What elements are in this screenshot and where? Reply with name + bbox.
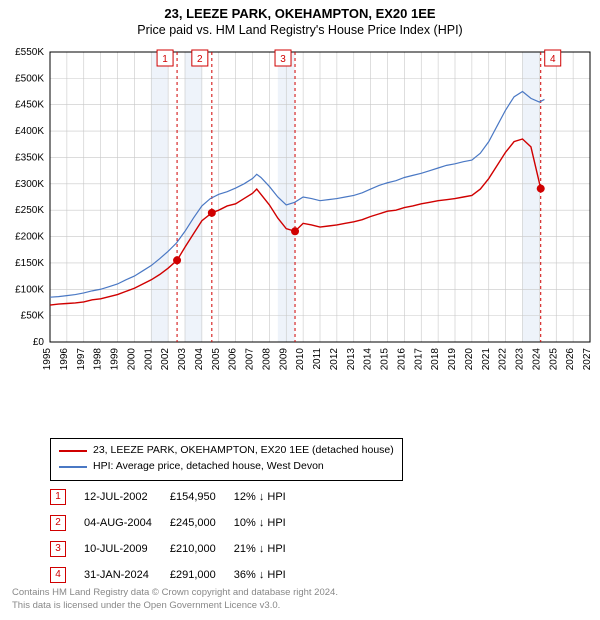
svg-text:2012: 2012 — [329, 348, 340, 371]
svg-text:2006: 2006 — [228, 348, 239, 371]
legend: 23, LEEZE PARK, OKEHAMPTON, EX20 1EE (de… — [50, 438, 403, 481]
svg-text:2003: 2003 — [177, 348, 188, 371]
svg-text:2000: 2000 — [126, 348, 137, 371]
svg-text:1996: 1996 — [59, 348, 70, 371]
svg-text:2010: 2010 — [295, 348, 306, 371]
footer-line1: Contains HM Land Registry data © Crown c… — [12, 587, 338, 599]
svg-text:2009: 2009 — [278, 348, 289, 371]
footer-attribution: Contains HM Land Registry data © Crown c… — [12, 587, 338, 612]
legend-label-price: 23, LEEZE PARK, OKEHAMPTON, EX20 1EE (de… — [93, 443, 394, 459]
sale-price: £210,000 — [170, 536, 234, 562]
sale-price: £291,000 — [170, 562, 234, 588]
svg-text:2027: 2027 — [582, 348, 593, 371]
svg-text:2002: 2002 — [160, 348, 171, 371]
svg-text:£450K: £450K — [15, 100, 44, 111]
svg-text:£350K: £350K — [15, 152, 44, 163]
svg-text:2019: 2019 — [447, 348, 458, 371]
svg-text:£50K: £50K — [21, 311, 45, 322]
svg-text:£200K: £200K — [15, 232, 44, 243]
svg-text:2017: 2017 — [413, 348, 424, 371]
svg-text:2022: 2022 — [498, 348, 509, 371]
chart-title-address: 23, LEEZE PARK, OKEHAMPTON, EX20 1EE — [0, 6, 600, 21]
sale-delta: 36% ↓ HPI — [234, 562, 304, 588]
svg-text:£550K: £550K — [15, 47, 44, 58]
svg-text:£250K: £250K — [15, 205, 44, 216]
svg-text:1995: 1995 — [42, 348, 53, 371]
svg-text:2023: 2023 — [515, 348, 526, 371]
svg-text:2005: 2005 — [211, 348, 222, 371]
table-row: 3 10-JUL-2009£210,00021% ↓ HPI — [50, 536, 304, 562]
svg-text:£150K: £150K — [15, 258, 44, 269]
sale-date: 10-JUL-2009 — [84, 536, 170, 562]
sale-date: 31-JAN-2024 — [84, 562, 170, 588]
svg-text:2014: 2014 — [363, 348, 374, 371]
svg-text:£500K: £500K — [15, 73, 44, 84]
sale-marker-4: 4 — [50, 567, 66, 583]
svg-text:2016: 2016 — [396, 348, 407, 371]
sale-marker-1: 1 — [50, 489, 66, 505]
table-row: 4 31-JAN-2024£291,00036% ↓ HPI — [50, 562, 304, 588]
svg-text:2018: 2018 — [430, 348, 441, 371]
svg-text:2004: 2004 — [194, 348, 205, 371]
svg-text:3: 3 — [280, 54, 286, 65]
svg-text:1999: 1999 — [110, 348, 121, 371]
svg-text:1: 1 — [162, 54, 168, 65]
sale-marker-2: 2 — [50, 515, 66, 531]
sales-table: 1 12-JUL-2002£154,95012% ↓ HPI 2 04-AUG-200… — [50, 484, 304, 588]
svg-text:£0: £0 — [33, 337, 45, 348]
sale-date: 04-AUG-2004 — [84, 510, 170, 536]
legend-swatch-hpi — [59, 466, 87, 468]
sale-delta: 10% ↓ HPI — [234, 510, 304, 536]
sale-delta: 12% ↓ HPI — [234, 484, 304, 510]
table-row: 2 04-AUG-2004£245,00010% ↓ HPI — [50, 510, 304, 536]
svg-text:2025: 2025 — [548, 348, 559, 371]
legend-label-hpi: HPI: Average price, detached house, West… — [93, 459, 324, 475]
legend-swatch-price — [59, 450, 87, 452]
svg-text:1997: 1997 — [76, 348, 87, 371]
svg-text:2007: 2007 — [245, 348, 256, 371]
svg-text:2024: 2024 — [531, 348, 542, 371]
svg-text:£300K: £300K — [15, 179, 44, 190]
svg-text:2: 2 — [197, 54, 203, 65]
svg-text:2001: 2001 — [143, 348, 154, 371]
sale-price: £245,000 — [170, 510, 234, 536]
sale-date: 12-JUL-2002 — [84, 484, 170, 510]
svg-text:1998: 1998 — [93, 348, 104, 371]
svg-text:2020: 2020 — [464, 348, 475, 371]
footer-line2: This data is licensed under the Open Gov… — [12, 600, 338, 612]
svg-text:2011: 2011 — [312, 348, 323, 370]
svg-text:£400K: £400K — [15, 126, 44, 137]
sale-marker-3: 3 — [50, 541, 66, 557]
chart-area: £0 £50K £100K £150K £200K £250K £300K £350K £400… — [0, 42, 600, 402]
svg-text:2015: 2015 — [380, 348, 391, 371]
svg-text:£100K: £100K — [15, 284, 44, 295]
svg-text:4: 4 — [550, 54, 556, 65]
svg-text:2021: 2021 — [481, 348, 492, 371]
chart-title-sub: Price paid vs. HM Land Registry's House … — [0, 23, 600, 37]
sale-delta: 21% ↓ HPI — [234, 536, 304, 562]
svg-text:2008: 2008 — [261, 348, 272, 371]
table-row: 1 12-JUL-2002£154,95012% ↓ HPI — [50, 484, 304, 510]
svg-text:2026: 2026 — [565, 348, 576, 371]
sale-price: £154,950 — [170, 484, 234, 510]
svg-text:2013: 2013 — [346, 348, 357, 371]
